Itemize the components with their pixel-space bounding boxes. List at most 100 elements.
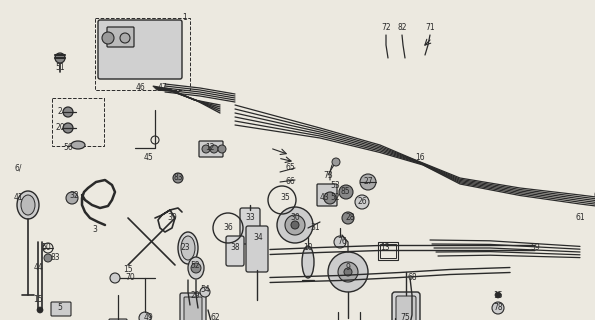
Text: 36: 36 (223, 223, 233, 233)
Text: 65: 65 (285, 164, 295, 172)
Circle shape (200, 287, 210, 297)
Text: 62: 62 (210, 314, 220, 320)
Text: 32: 32 (69, 190, 79, 199)
Text: 83: 83 (50, 253, 60, 262)
Text: 52: 52 (190, 260, 200, 269)
Text: 1: 1 (183, 13, 187, 22)
Ellipse shape (71, 141, 85, 149)
Text: 34: 34 (253, 234, 263, 243)
Text: 13: 13 (380, 244, 390, 252)
Circle shape (334, 236, 346, 248)
Text: 10: 10 (303, 244, 313, 252)
Text: 9: 9 (346, 263, 350, 273)
FancyBboxPatch shape (184, 297, 202, 320)
Circle shape (202, 145, 210, 153)
Circle shape (324, 192, 336, 204)
FancyBboxPatch shape (180, 293, 206, 320)
Text: 59: 59 (530, 244, 540, 252)
Circle shape (328, 252, 368, 292)
Text: 51: 51 (55, 63, 65, 73)
Text: 43: 43 (320, 194, 330, 203)
Circle shape (102, 32, 114, 44)
Circle shape (492, 302, 504, 314)
Text: 83: 83 (173, 173, 183, 182)
FancyBboxPatch shape (246, 226, 268, 272)
Text: 15: 15 (493, 291, 503, 300)
Text: 60: 60 (593, 190, 595, 199)
Text: 49: 49 (143, 314, 153, 320)
FancyBboxPatch shape (240, 208, 260, 244)
FancyBboxPatch shape (107, 27, 134, 47)
Text: 29: 29 (190, 291, 200, 300)
Bar (52, 98, 104, 146)
Text: 35: 35 (280, 194, 290, 203)
Circle shape (218, 145, 226, 153)
Text: 31: 31 (310, 223, 320, 233)
Text: 78: 78 (493, 303, 503, 313)
Circle shape (120, 33, 130, 43)
Circle shape (44, 254, 52, 262)
Circle shape (338, 262, 358, 282)
Text: 76: 76 (337, 237, 347, 246)
Text: 45: 45 (143, 154, 153, 163)
Text: 5: 5 (58, 303, 62, 313)
FancyBboxPatch shape (226, 236, 244, 266)
Text: 2: 2 (58, 108, 62, 116)
Text: 72: 72 (381, 23, 391, 33)
Text: 46: 46 (135, 84, 145, 92)
Text: 85: 85 (340, 188, 350, 196)
Text: 3: 3 (93, 226, 98, 235)
Circle shape (355, 195, 369, 209)
Text: 39: 39 (167, 213, 177, 222)
Text: 15: 15 (123, 266, 133, 275)
Text: 38: 38 (230, 244, 240, 252)
Ellipse shape (302, 246, 314, 278)
Circle shape (191, 263, 201, 273)
Text: 23: 23 (180, 244, 190, 252)
Circle shape (495, 292, 501, 298)
Text: 61: 61 (575, 213, 585, 222)
Circle shape (291, 221, 299, 229)
Circle shape (55, 53, 65, 63)
Text: 50: 50 (41, 244, 51, 252)
Bar (95, 18, 190, 90)
Text: 6/: 6/ (14, 164, 22, 172)
Text: 28: 28 (345, 213, 355, 222)
Ellipse shape (181, 236, 195, 260)
FancyBboxPatch shape (392, 292, 420, 320)
Ellipse shape (21, 195, 35, 215)
Text: 41: 41 (13, 194, 23, 203)
Circle shape (342, 212, 354, 224)
Text: 27: 27 (363, 178, 373, 187)
Text: 70: 70 (125, 274, 135, 283)
Text: 30: 30 (290, 213, 300, 222)
Text: 15: 15 (33, 295, 43, 305)
Text: 16: 16 (415, 154, 425, 163)
Circle shape (332, 158, 340, 166)
Text: 33: 33 (245, 213, 255, 222)
Circle shape (37, 307, 43, 313)
Circle shape (360, 174, 376, 190)
Circle shape (285, 215, 305, 235)
Circle shape (277, 207, 313, 243)
Ellipse shape (17, 191, 39, 219)
Circle shape (210, 145, 218, 153)
Circle shape (339, 185, 353, 199)
Text: 47: 47 (157, 84, 167, 92)
Text: 44: 44 (33, 263, 43, 273)
Text: 75: 75 (400, 314, 410, 320)
Text: 54: 54 (200, 285, 210, 294)
FancyBboxPatch shape (109, 319, 127, 320)
Text: 52: 52 (330, 194, 340, 203)
Text: 26: 26 (357, 197, 367, 206)
Text: 53: 53 (330, 180, 340, 189)
Text: 56: 56 (63, 143, 73, 153)
Circle shape (344, 268, 352, 276)
Circle shape (110, 273, 120, 283)
FancyBboxPatch shape (199, 141, 223, 157)
Text: 68: 68 (407, 274, 417, 283)
Ellipse shape (188, 257, 204, 279)
FancyBboxPatch shape (317, 184, 337, 206)
Bar (378, 242, 398, 260)
Text: 71: 71 (425, 23, 435, 33)
